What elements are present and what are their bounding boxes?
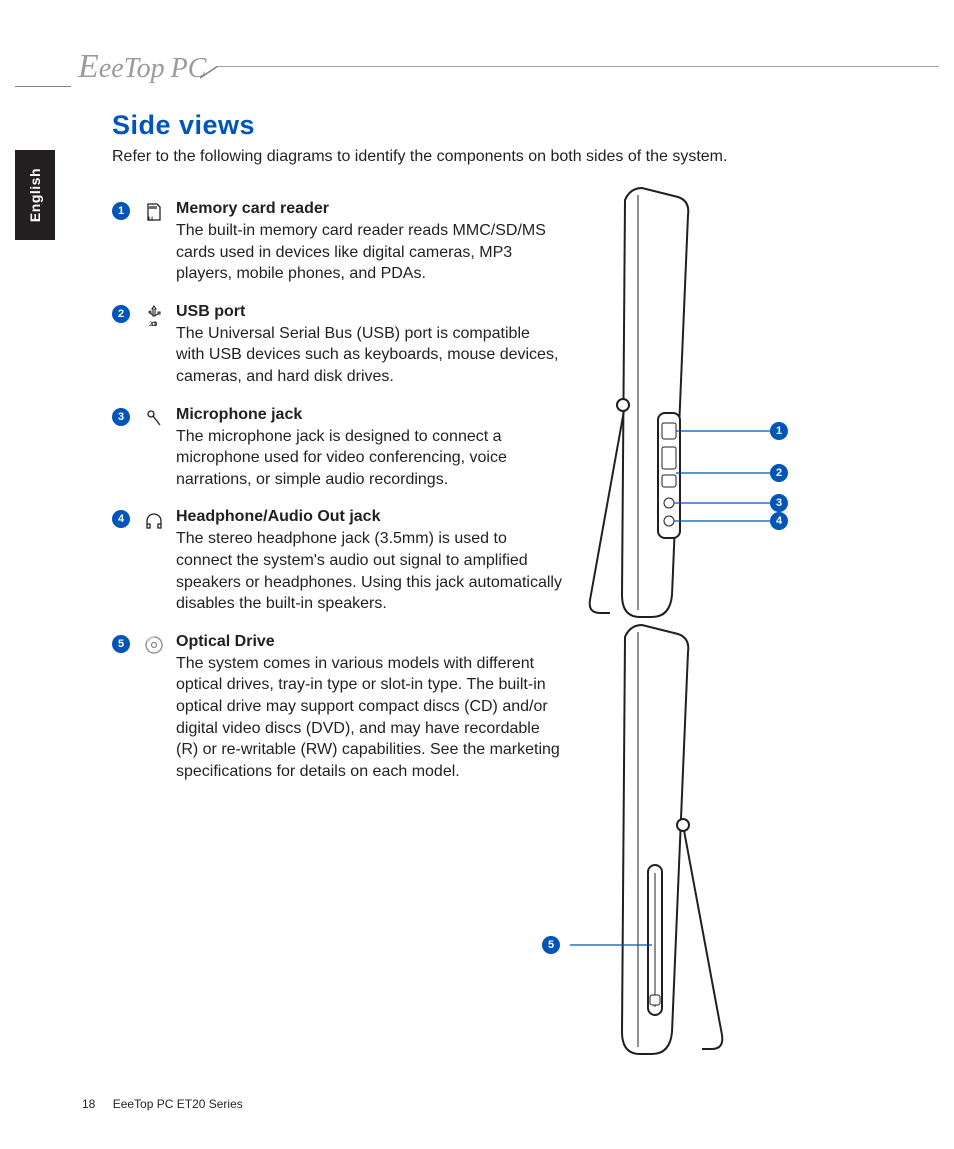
headphone-icon [142, 508, 166, 532]
brand-e: E [78, 48, 99, 85]
brand-logo: EeeTopPC [78, 48, 206, 86]
optical-drive-icon [142, 633, 166, 657]
brand-rest: eeTop [99, 53, 165, 84]
callout-badge-5: 5 [542, 936, 560, 954]
page-number: 18 [82, 1097, 95, 1111]
list-item: 3 Microphone jack The microphone jack is… [112, 406, 562, 491]
item-number-badge: 5 [112, 635, 130, 653]
item-number-badge: 2 [112, 305, 130, 323]
language-tab: English [15, 150, 55, 240]
item-description: The Universal Serial Bus (USB) port is c… [176, 323, 562, 388]
callout-badge-4: 4 [770, 512, 788, 530]
component-list: 1 M Memory card reader The built-in memo… [112, 200, 562, 800]
item-description: The stereo headphone jack (3.5mm) is use… [176, 528, 562, 614]
list-item: 2 2.0 USB port The Universal Serial Bus … [112, 303, 562, 388]
item-number-badge: 1 [112, 202, 130, 220]
item-description: The system comes in various models with … [176, 653, 562, 783]
item-title: USB port [176, 303, 562, 321]
page-footer: 18 EeeTop PC ET20 Series [82, 1097, 243, 1111]
microphone-icon [142, 406, 166, 430]
list-item: 5 Optical Drive The system comes in vari… [112, 633, 562, 783]
item-title: Optical Drive [176, 633, 562, 651]
list-item: 4 Headphone/Audio Out jack The stereo he… [112, 508, 562, 614]
item-description: The microphone jack is designed to conne… [176, 426, 562, 491]
list-item: 1 M Memory card reader The built-in memo… [112, 200, 562, 285]
header-rule [200, 66, 939, 80]
svg-text:2.0: 2.0 [149, 322, 158, 326]
header-short-rule [15, 86, 71, 87]
footer-model: EeeTop PC ET20 Series [113, 1097, 243, 1111]
item-number-badge: 3 [112, 408, 130, 426]
page-title: Side views [112, 110, 255, 141]
item-title: Headphone/Audio Out jack [176, 508, 562, 526]
callout-badge-1: 1 [770, 422, 788, 440]
language-label: English [27, 168, 43, 222]
usb-icon: 2.0 [142, 303, 166, 327]
svg-text:M: M [148, 217, 153, 222]
callout-badge-3: 3 [770, 494, 788, 512]
item-title: Memory card reader [176, 200, 562, 218]
side-view-diagram: 1 2 3 4 5 [570, 185, 890, 1055]
callout-badge-2: 2 [770, 464, 788, 482]
item-number-badge: 4 [112, 510, 130, 528]
page-intro: Refer to the following diagrams to ident… [112, 148, 727, 166]
memory-card-icon: M [142, 200, 166, 224]
item-description: The built-in memory card reader reads MM… [176, 220, 562, 285]
page-header: EeeTopPC [0, 62, 954, 86]
item-title: Microphone jack [176, 406, 562, 424]
device-svg [570, 185, 890, 1055]
